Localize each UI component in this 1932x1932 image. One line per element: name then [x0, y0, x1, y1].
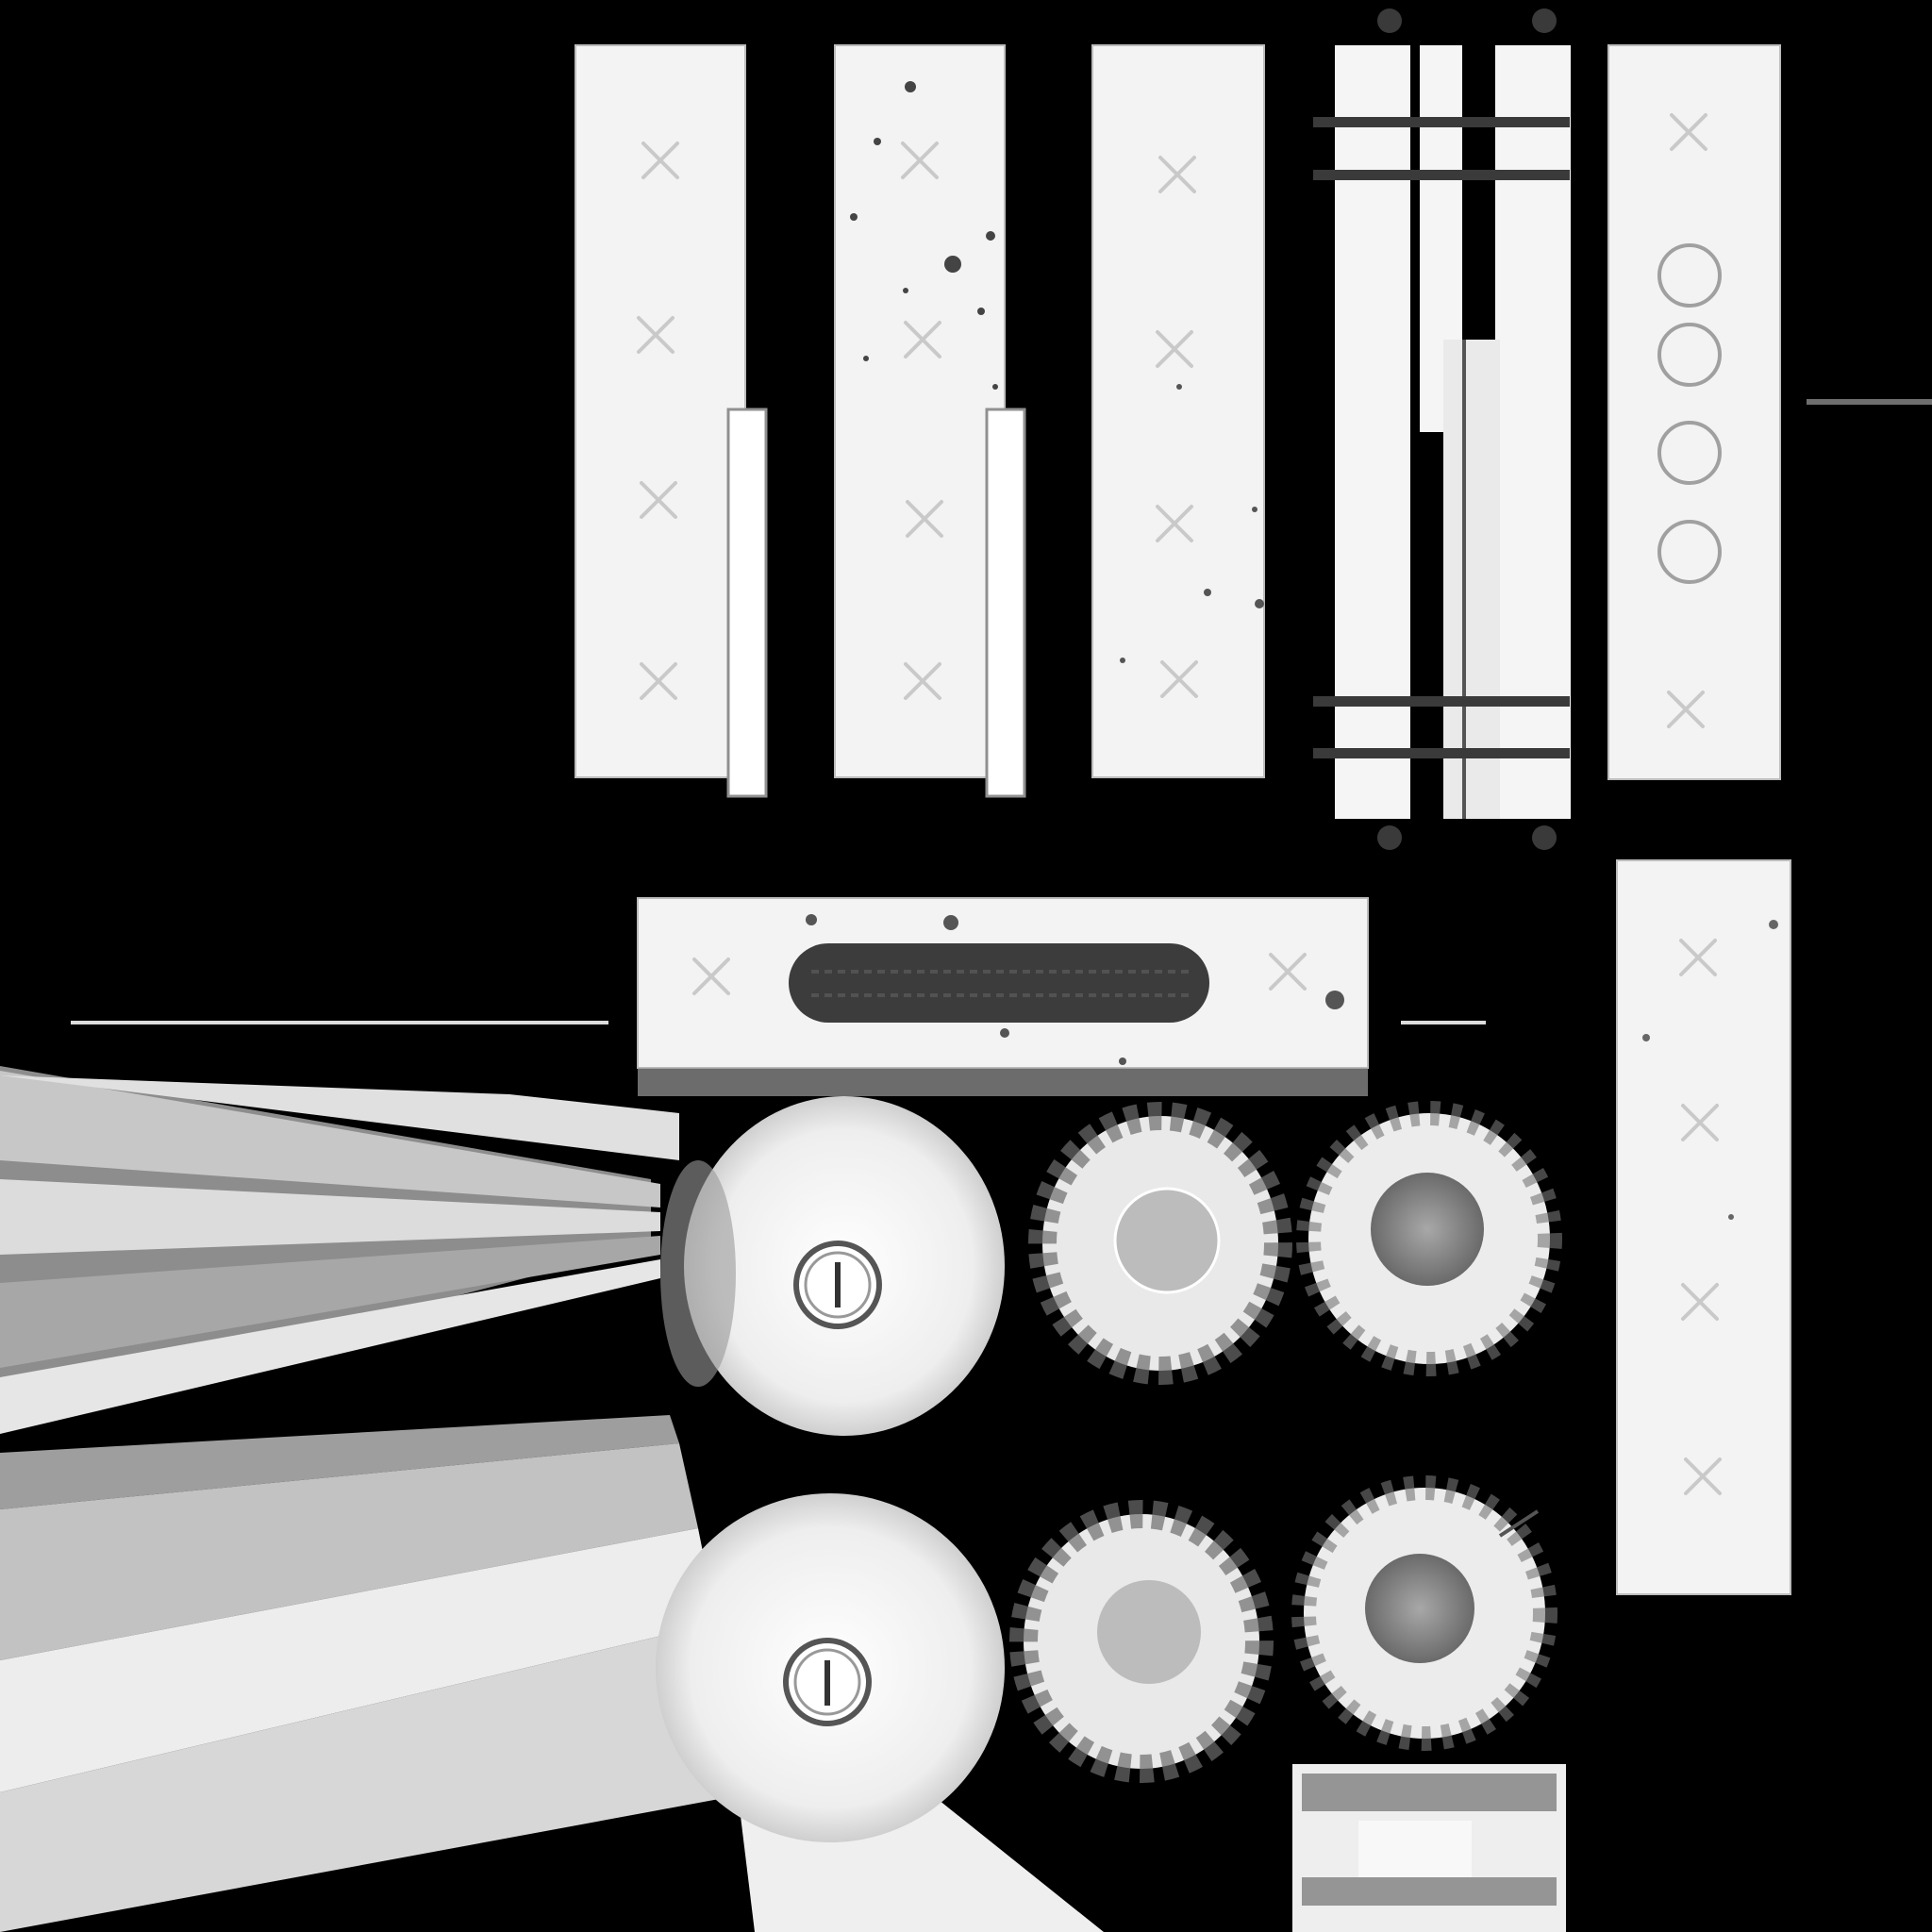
guide-line-left	[71, 1021, 608, 1024]
hole-ring-icon	[1657, 243, 1722, 308]
knob-2	[656, 1493, 1005, 1842]
panel-holes	[1607, 44, 1781, 780]
grip-handle	[789, 943, 1209, 1023]
hole-ring-icon	[1657, 323, 1722, 387]
ring-1	[1028, 1102, 1292, 1385]
cap-1	[1296, 1101, 1562, 1376]
guide-line-mid	[1401, 1021, 1486, 1024]
panel-1	[575, 44, 768, 798]
screw-head-icon	[1532, 825, 1557, 850]
panel-2	[834, 44, 1026, 798]
hole-ring-icon	[1657, 520, 1722, 584]
panel-6	[1616, 859, 1791, 1595]
screw-head-icon	[1377, 825, 1402, 850]
panel-3	[1091, 44, 1265, 778]
hole-ring-icon	[1657, 421, 1722, 485]
rail-assembly	[1313, 8, 1571, 850]
knob-1	[660, 1096, 1005, 1436]
slot-strip	[985, 408, 1026, 798]
handle-panel	[637, 897, 1369, 1096]
screw-head-icon	[1532, 8, 1557, 33]
screw-head-icon	[1377, 8, 1402, 33]
cap-2	[1291, 1475, 1557, 1751]
base-strip	[1292, 1764, 1566, 1932]
ring-2	[1009, 1500, 1274, 1783]
guide-line-right	[1807, 399, 1932, 405]
slot-strip	[726, 408, 768, 798]
